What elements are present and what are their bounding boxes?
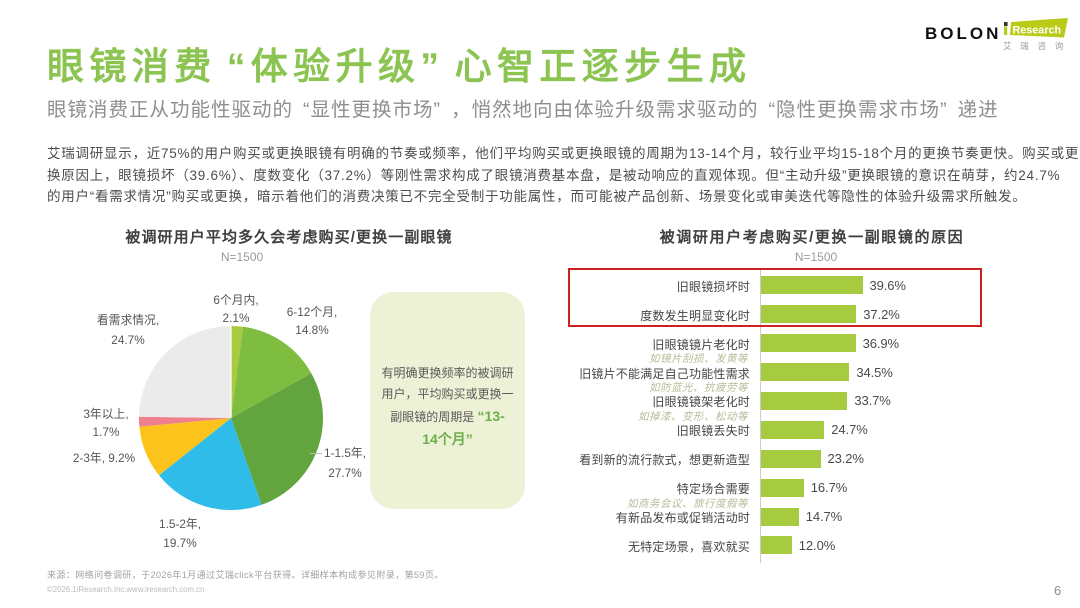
svg-text:Research: Research [1013,24,1062,36]
